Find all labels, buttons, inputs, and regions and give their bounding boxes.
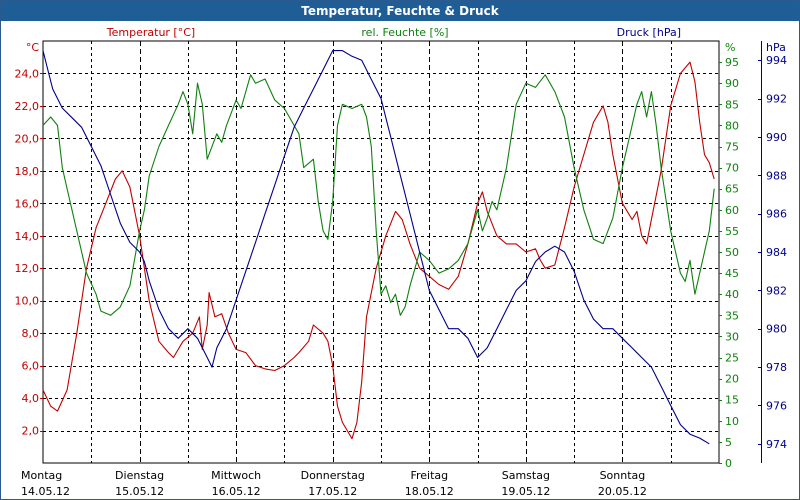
x-date-label: 15.05.12 — [115, 485, 164, 498]
pressure-legend: Druck [hPa] — [617, 26, 681, 39]
humidity-tick-label: 20 — [725, 373, 739, 386]
chart-title: Temperatur, Feuchte & Druck — [1, 1, 799, 21]
pressure-tick-label: 992 — [766, 93, 787, 106]
temperature-tick-label: 16,0 — [15, 197, 40, 210]
pressure-tick-label: 984 — [766, 246, 787, 259]
humidity-tick-label: 45 — [725, 267, 739, 280]
pressure-tick-label: 982 — [766, 284, 787, 297]
humidity-legend: rel. Feuchte [%] — [361, 26, 448, 39]
humidity-tick-label: 30 — [725, 330, 739, 343]
pressure-tick-label: 974 — [766, 438, 787, 451]
humidity-tick-label: 75 — [725, 141, 739, 154]
grid — [42, 40, 720, 464]
temperature-tick-label: 6,0 — [22, 360, 40, 373]
humidity-tick-label: 0 — [725, 457, 732, 470]
x-date-label: 14.05.12 — [21, 485, 70, 498]
temperature-unit-label: °C — [26, 41, 40, 54]
humidity-tick-label: 70 — [725, 162, 739, 175]
humidity-tick-label: 25 — [725, 352, 739, 365]
axes: 2,0 4,0 6,0 8,0 10,0 12,0 14,0 16,0 18,0 20,0 22,0… — [15, 41, 787, 470]
pressure-series-line — [42, 50, 710, 445]
x-day-label: Dienstag — [115, 469, 164, 482]
temperature-legend: Temperatur [°C] — [106, 26, 195, 39]
humidity-tick-label: 80 — [725, 119, 739, 132]
humidity-tick-label: 10 — [725, 415, 739, 428]
pressure-tick-label: 978 — [766, 361, 787, 374]
series-layer — [42, 50, 715, 445]
pressure-tick-label: 988 — [766, 169, 787, 182]
temperature-tick-label: 18,0 — [15, 165, 40, 178]
humidity-unit-label: % — [725, 41, 735, 54]
humidity-tick-label: 50 — [725, 246, 739, 259]
x-date-label: 17.05.12 — [308, 485, 357, 498]
temperature-tick-label: 12,0 — [15, 262, 40, 275]
x-day-label: Montag — [21, 469, 62, 482]
pressure-tick-label: 986 — [766, 208, 787, 221]
temperature-tick-label: 10,0 — [15, 295, 40, 308]
temperature-tick-label: 14,0 — [15, 230, 40, 243]
temperature-tick-label: 22,0 — [15, 100, 40, 113]
pressure-tick-label: 990 — [766, 131, 787, 144]
humidity-tick-label: 85 — [725, 98, 739, 111]
x-day-label: Mittwoch — [211, 469, 261, 482]
temperature-tick-label: 24,0 — [15, 67, 40, 80]
x-date-label: 18.05.12 — [405, 485, 454, 498]
humidity-series-line — [42, 74, 715, 316]
pressure-tick-label: 976 — [766, 399, 787, 412]
temperature-tick-label: 8,0 — [22, 327, 40, 340]
humidity-tick-label: 65 — [725, 183, 739, 196]
temperature-series-line — [42, 61, 715, 440]
temperature-tick-label: 20,0 — [15, 132, 40, 145]
x-day-label: Samstag — [502, 469, 550, 482]
humidity-tick-label: 15 — [725, 394, 739, 407]
x-date-label: 20.05.12 — [598, 485, 647, 498]
pressure-unit-label: hPa — [766, 41, 786, 54]
humidity-tick-label: 35 — [725, 309, 739, 322]
pressure-tick-label: 980 — [766, 323, 787, 336]
humidity-tick-label: 60 — [725, 204, 739, 217]
humidity-tick-label: 5 — [725, 436, 732, 449]
x-date-label: 16.05.12 — [212, 485, 261, 498]
humidity-tick-label: 55 — [725, 225, 739, 238]
temperature-tick-label: 4,0 — [22, 392, 40, 405]
x-day-label: Freitag — [410, 469, 448, 482]
x-day-label: Donnerstag — [301, 469, 365, 482]
temperature-tick-label: 2,0 — [22, 425, 40, 438]
x-day-label: Sonntag — [600, 469, 646, 482]
humidity-tick-label: 40 — [725, 288, 739, 301]
pressure-tick-label: 994 — [766, 54, 787, 67]
humidity-tick-label: 95 — [725, 56, 739, 69]
x-date-label: 19.05.12 — [501, 485, 550, 498]
humidity-tick-label: 90 — [725, 77, 739, 90]
labels: °C% hPa Temperatur [°C] rel. Feuchte [%] Dru… — [21, 26, 786, 498]
